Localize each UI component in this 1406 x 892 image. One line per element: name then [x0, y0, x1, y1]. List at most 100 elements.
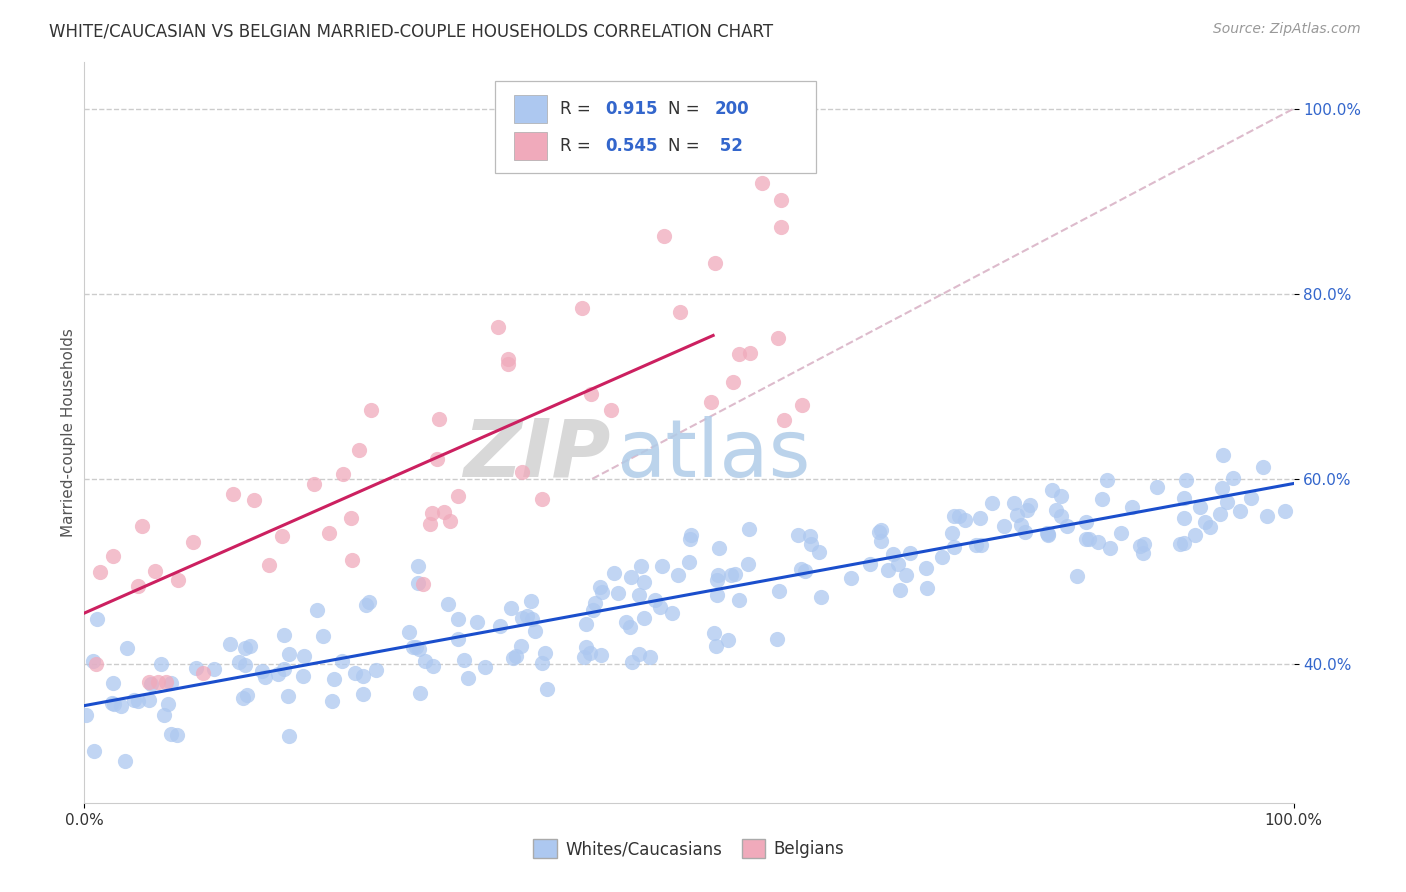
Point	[644, 593, 666, 607]
Point	[1188, 500, 1211, 514]
Point	[349, 443, 371, 458]
Point	[110, 698, 132, 713]
Point	[579, 387, 602, 401]
Point	[728, 346, 751, 360]
Point	[1173, 491, 1195, 505]
Point	[661, 606, 683, 620]
Point	[1222, 471, 1244, 485]
Point	[498, 357, 520, 371]
Point	[233, 641, 256, 656]
Point	[267, 667, 290, 681]
Point	[405, 640, 427, 655]
Point	[457, 671, 479, 685]
Point	[509, 639, 531, 653]
Point	[571, 301, 593, 316]
Point	[1066, 568, 1088, 582]
Point	[219, 637, 242, 651]
Point	[943, 508, 966, 523]
Point	[1194, 516, 1216, 530]
Point	[436, 597, 458, 611]
Point	[1074, 515, 1097, 529]
Point	[1274, 504, 1296, 518]
Point	[150, 657, 173, 671]
Point	[799, 537, 821, 551]
Point	[1121, 500, 1143, 514]
Point	[1170, 537, 1192, 551]
Point	[486, 320, 509, 334]
Point	[1174, 474, 1197, 488]
Point	[114, 754, 136, 768]
Point	[146, 675, 169, 690]
Point	[717, 632, 740, 647]
Point	[153, 708, 176, 723]
Point	[724, 566, 747, 581]
Text: R =: R =	[560, 100, 596, 118]
Point	[1211, 481, 1233, 495]
Point	[202, 662, 225, 676]
Point	[620, 655, 643, 669]
Point	[651, 558, 673, 573]
Text: ZIP: ZIP	[463, 416, 610, 494]
Point	[312, 628, 335, 642]
Point	[678, 555, 700, 569]
Point	[84, 657, 107, 672]
Point	[1216, 495, 1239, 509]
Point	[1128, 539, 1150, 553]
Point	[273, 662, 295, 676]
Point	[184, 660, 207, 674]
Point	[321, 694, 343, 708]
Point	[738, 346, 761, 360]
Point	[1209, 508, 1232, 522]
Point	[101, 549, 124, 563]
Point	[1005, 508, 1028, 523]
Point	[530, 491, 553, 506]
Point	[419, 516, 441, 531]
Point	[101, 696, 124, 710]
Text: atlas: atlas	[616, 416, 811, 494]
Point	[770, 220, 793, 235]
Point	[894, 568, 917, 582]
FancyBboxPatch shape	[513, 95, 547, 123]
Point	[488, 619, 510, 633]
Point	[228, 656, 250, 670]
Point	[700, 394, 723, 409]
Point	[704, 639, 727, 653]
Point	[75, 707, 97, 722]
Point	[931, 549, 953, 564]
Point	[1229, 504, 1251, 518]
Text: 200: 200	[714, 100, 749, 118]
Point	[599, 403, 621, 417]
Point	[1002, 496, 1025, 510]
Point	[501, 601, 523, 615]
Point	[581, 603, 603, 617]
Point	[427, 412, 450, 426]
Point	[1050, 489, 1073, 503]
Point	[406, 576, 429, 591]
Point	[235, 657, 257, 672]
Point	[980, 496, 1002, 510]
Point	[157, 697, 180, 711]
Point	[221, 487, 243, 501]
Text: 0.545: 0.545	[606, 137, 658, 155]
Point	[398, 624, 420, 639]
Point	[898, 546, 921, 560]
Point	[666, 568, 689, 582]
Point	[496, 352, 519, 367]
Point	[1133, 536, 1156, 550]
Point	[868, 524, 890, 539]
Point	[352, 687, 374, 701]
Point	[882, 547, 904, 561]
Point	[291, 669, 314, 683]
Point	[707, 541, 730, 555]
Point	[1019, 498, 1042, 512]
Point	[536, 681, 558, 696]
Point	[1087, 534, 1109, 549]
Point	[603, 566, 626, 580]
Point	[738, 522, 761, 536]
Point	[278, 729, 301, 743]
Point	[1074, 532, 1097, 546]
Point	[127, 579, 149, 593]
Point	[579, 646, 602, 660]
Point	[1036, 527, 1059, 541]
Point	[633, 574, 655, 589]
